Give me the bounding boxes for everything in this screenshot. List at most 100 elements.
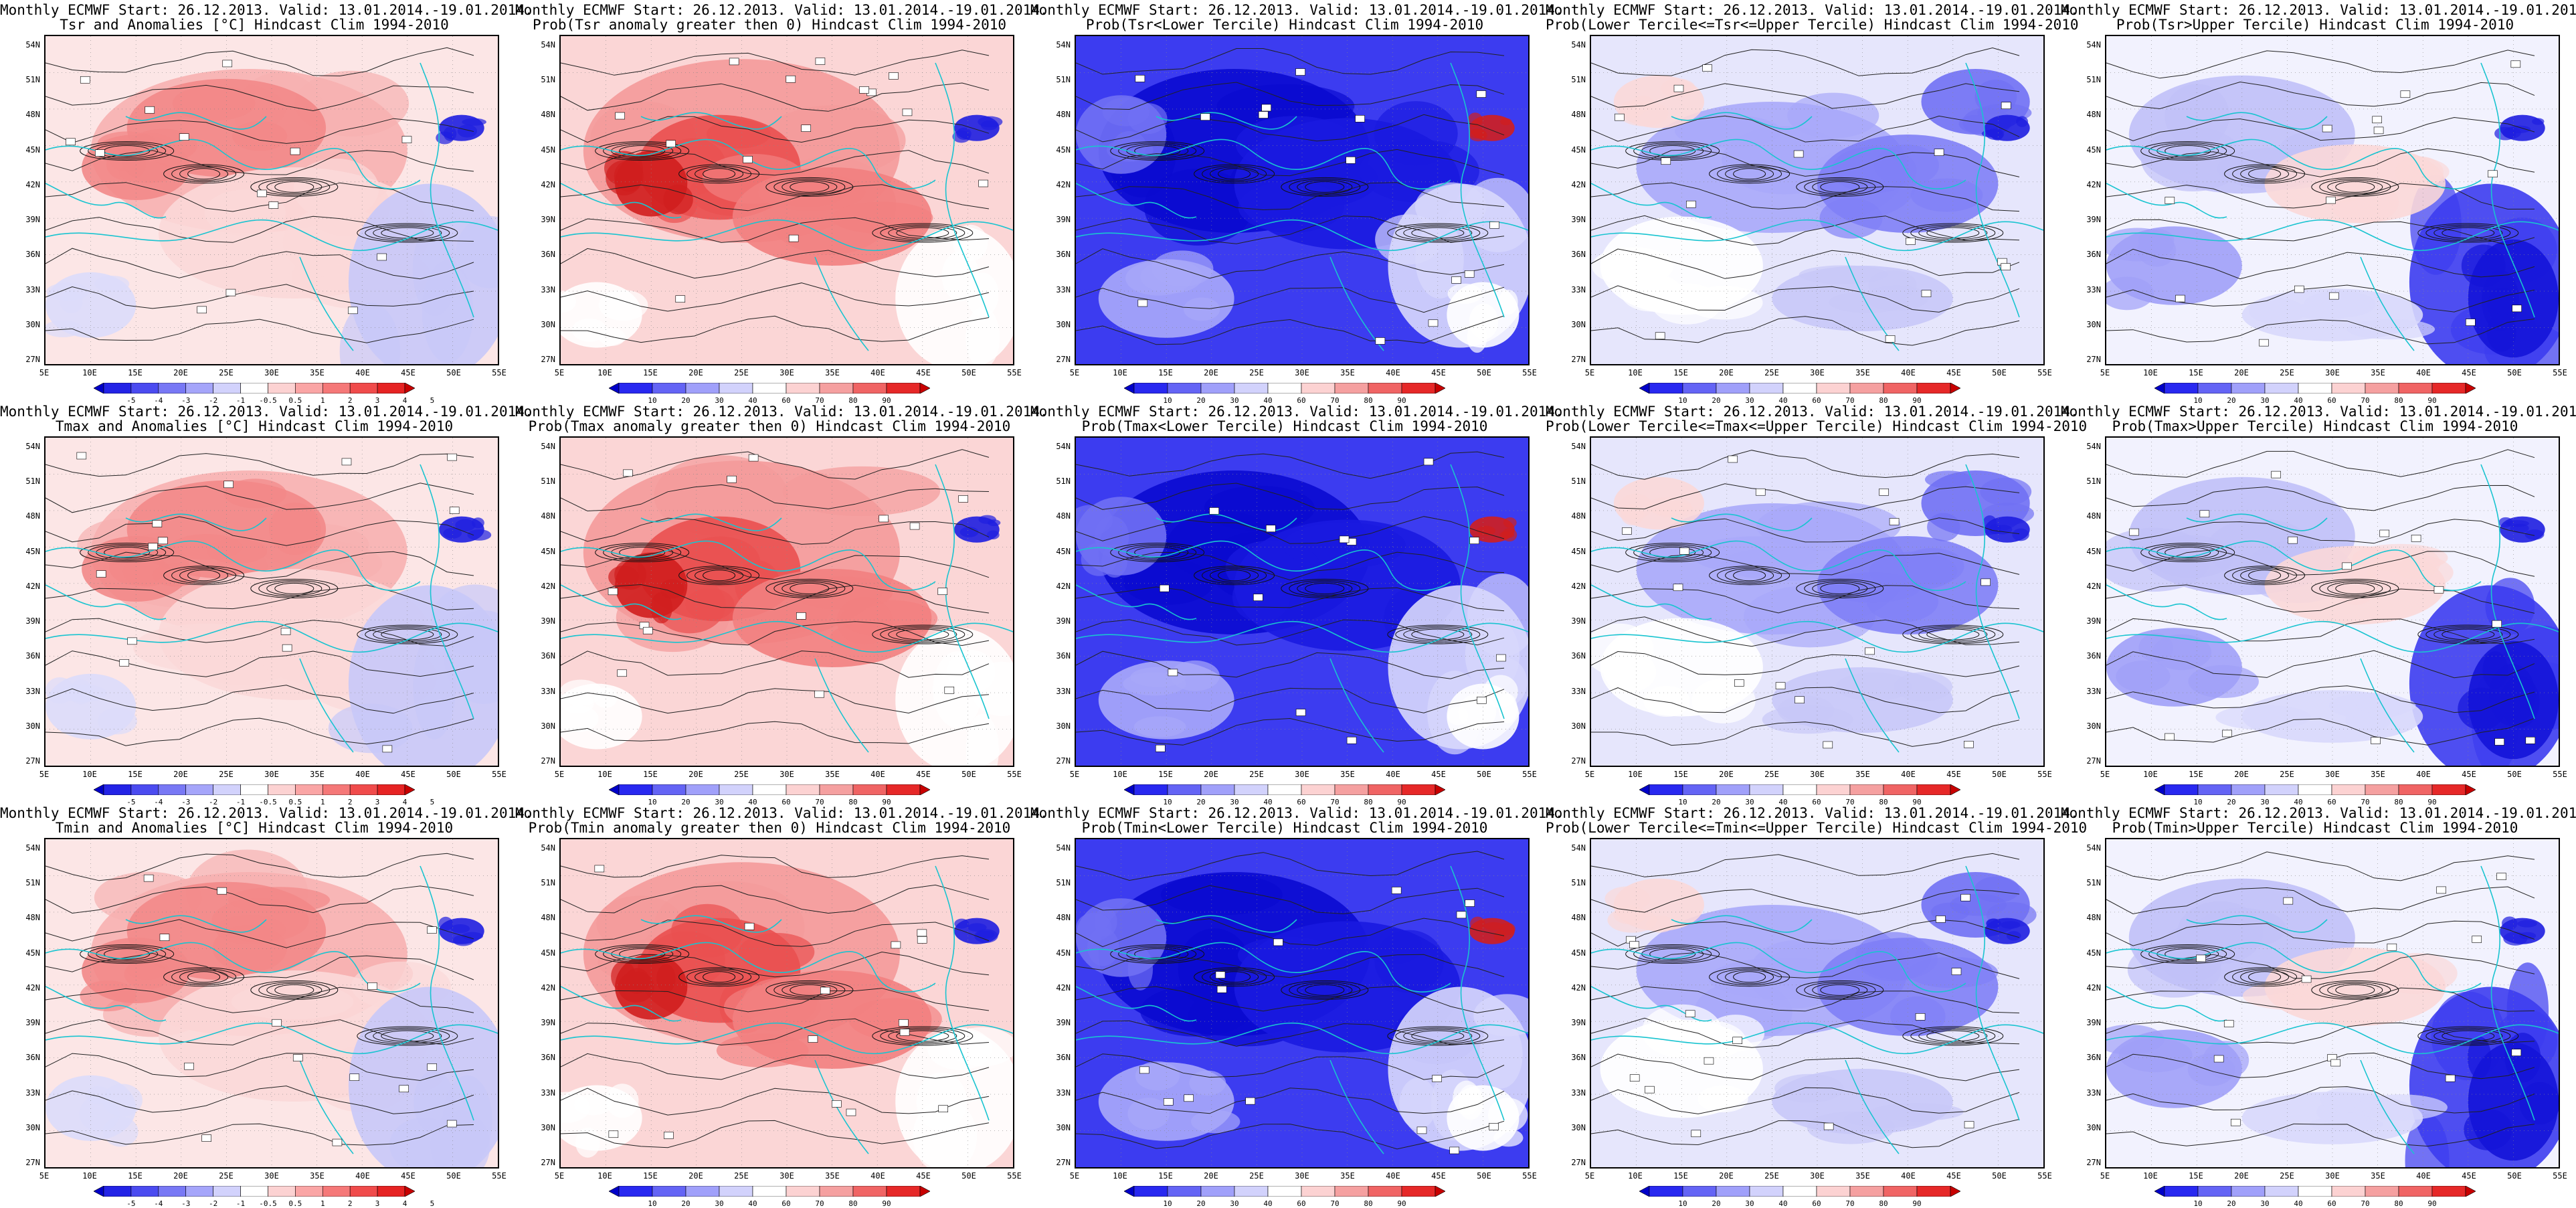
latitude-tick-label: 39N (1571, 1018, 1586, 1028)
longitude-tick-label: 5E (1584, 1171, 1595, 1181)
colorbar-tick-label: 10 (1678, 396, 1687, 405)
colorbar-tick-label: 60 (1297, 1199, 1306, 1208)
latitude-tick-label: 42N (541, 179, 555, 189)
colorbar-tick-label: 60 (1812, 1199, 1821, 1208)
colorbar-tick-label: 3 (375, 798, 380, 806)
latitude-tick-label: 42N (2086, 179, 2101, 189)
panel-header: Monthly ECMWF Start: 26.12.2013. Valid: … (1546, 2, 2079, 18)
colorbar-tick-label: 20 (681, 396, 691, 405)
latitude-tick-label: 36N (541, 250, 555, 260)
longitude-tick-label: 15E (2189, 770, 2203, 779)
latitude-tick-label: 51N (25, 75, 40, 85)
longitude-tick-label: 20E (688, 1171, 703, 1181)
latitude-tick-label: 54N (1571, 843, 1586, 853)
panel-header: Monthly ECMWF Start: 26.12.2013. Valid: … (0, 805, 533, 821)
latitude-tick-label: 51N (25, 477, 40, 487)
latitude-tick-label: 48N (2086, 511, 2101, 521)
latitude-tick-label: 39N (2086, 1018, 2101, 1028)
colorbar-tick-label: 0.5 (288, 396, 302, 405)
colorbar-tick-label: 90 (2427, 1199, 2437, 1208)
latitude-tick-label: 33N (2086, 1088, 2101, 1098)
latitude-tick-label: 27N (1056, 355, 1071, 364)
latitude-tick-label: 30N (2086, 1122, 2101, 1132)
colorbar (609, 784, 930, 795)
colorbar-tick-label: 30 (1230, 396, 1239, 405)
latitude-tick-label: 33N (541, 686, 555, 696)
colorbar-tick-label: -4 (154, 396, 163, 405)
latitude-tick-label: 54N (1056, 40, 1071, 50)
latitude-tick-label: 27N (25, 355, 40, 364)
colorbar-tick-label: 2 (347, 396, 353, 405)
colorbar-tick-label: 10 (1678, 1199, 1687, 1208)
latitude-tick-label: 27N (25, 756, 40, 766)
latitude-tick-label: 27N (1056, 756, 1071, 766)
colorbar (1639, 1186, 1960, 1197)
longitude-tick-label: 55E (1007, 1171, 1022, 1181)
colorbar-tick-label: 70 (1845, 1199, 1855, 1208)
colorbar-tick-label: 80 (1364, 1199, 1373, 1208)
panel-header: Monthly ECMWF Start: 26.12.2013. Valid: … (0, 2, 533, 18)
latitude-tick-label: 45N (1056, 145, 1071, 155)
longitude-tick-label: 5E (2100, 770, 2110, 779)
latitude-tick-label: 45N (1056, 948, 1071, 958)
longitude-tick-label: 5E (39, 1171, 50, 1181)
colorbar (94, 784, 415, 795)
colorbar-tick-label: 90 (1397, 798, 1406, 806)
longitude-tick-label: 10E (1113, 368, 1127, 377)
colorbar-tick-label: 40 (1263, 396, 1273, 405)
colorbar-tick-label: 10 (2193, 798, 2203, 806)
colorbar (609, 1186, 930, 1197)
colorbar-tick-label: -4 (154, 798, 163, 806)
longitude-tick-label: 40E (2416, 368, 2431, 377)
colorbar-tick-label: 4 (402, 798, 407, 806)
latitude-tick-label: 33N (25, 1088, 40, 1098)
colorbar-tick-label: 40 (748, 1199, 757, 1208)
colorbar-tick-label: 60 (781, 1199, 791, 1208)
latitude-tick-label: 27N (541, 756, 555, 766)
colorbar-tick-label: 90 (1912, 798, 1922, 806)
colorbar (1124, 1186, 1445, 1197)
latitude-tick-label: 42N (541, 982, 555, 993)
latitude-tick-label: 54N (1571, 40, 1586, 50)
longitude-tick-label: 45E (916, 1171, 931, 1181)
longitude-tick-label: 10E (1628, 1171, 1643, 1181)
latitude-tick-label: 51N (1056, 75, 1071, 85)
longitude-tick-label: 30E (1810, 770, 1825, 779)
map-panel: Monthly ECMWF Start: 26.12.2013. Valid: … (0, 803, 533, 1208)
latitude-tick-label: 36N (1056, 250, 1071, 260)
longitude-tick-label: 10E (2143, 1171, 2158, 1181)
map-plot-area (1075, 436, 1530, 767)
latitude-tick-label: 33N (1571, 284, 1586, 294)
latitude-tick-label: 30N (541, 319, 555, 329)
longitude-tick-label: 30E (264, 1171, 279, 1181)
latitude-tick-label: 45N (25, 948, 40, 958)
colorbar-tick-label: 70 (1330, 1199, 1340, 1208)
longitude-tick-label: 15E (643, 368, 658, 377)
colorbar-tick-label: 5 (430, 798, 435, 806)
colorbar-tick-label: 40 (1263, 798, 1273, 806)
longitude-tick-label: 55E (492, 368, 507, 377)
longitude-tick-label: 20E (1204, 1171, 1218, 1181)
colorbar-tick-label: 5 (430, 396, 435, 405)
latitude-tick-label: 36N (2086, 651, 2101, 661)
latitude-tick-label: 54N (1571, 442, 1586, 451)
colorbar-tick-label: 90 (882, 1199, 891, 1208)
colorbar-tick-label: 90 (2427, 396, 2437, 405)
panel-subtitle: Prob(Lower Tercile<=Tmax<=Upper Tercile)… (1546, 418, 2088, 434)
longitude-tick-label: 15E (128, 368, 143, 377)
longitude-tick-label: 30E (779, 770, 794, 779)
colorbar (2154, 383, 2476, 394)
latitude-tick-label: 30N (1056, 1122, 1071, 1132)
longitude-tick-label: 35E (310, 368, 325, 377)
latitude-tick-label: 42N (25, 179, 40, 189)
latitude-tick-label: 45N (25, 145, 40, 155)
map-plot-area (559, 35, 1014, 365)
colorbar-tick-label: 3 (375, 1199, 380, 1208)
colorbar-tick-label: 80 (848, 1199, 858, 1208)
longitude-tick-label: 30E (1295, 770, 1309, 779)
latitude-tick-label: 36N (25, 250, 40, 260)
longitude-tick-label: 15E (128, 1171, 143, 1181)
latitude-tick-label: 48N (1056, 913, 1071, 923)
longitude-tick-label: 20E (173, 770, 188, 779)
colorbar-tick-label: 70 (1330, 798, 1340, 806)
